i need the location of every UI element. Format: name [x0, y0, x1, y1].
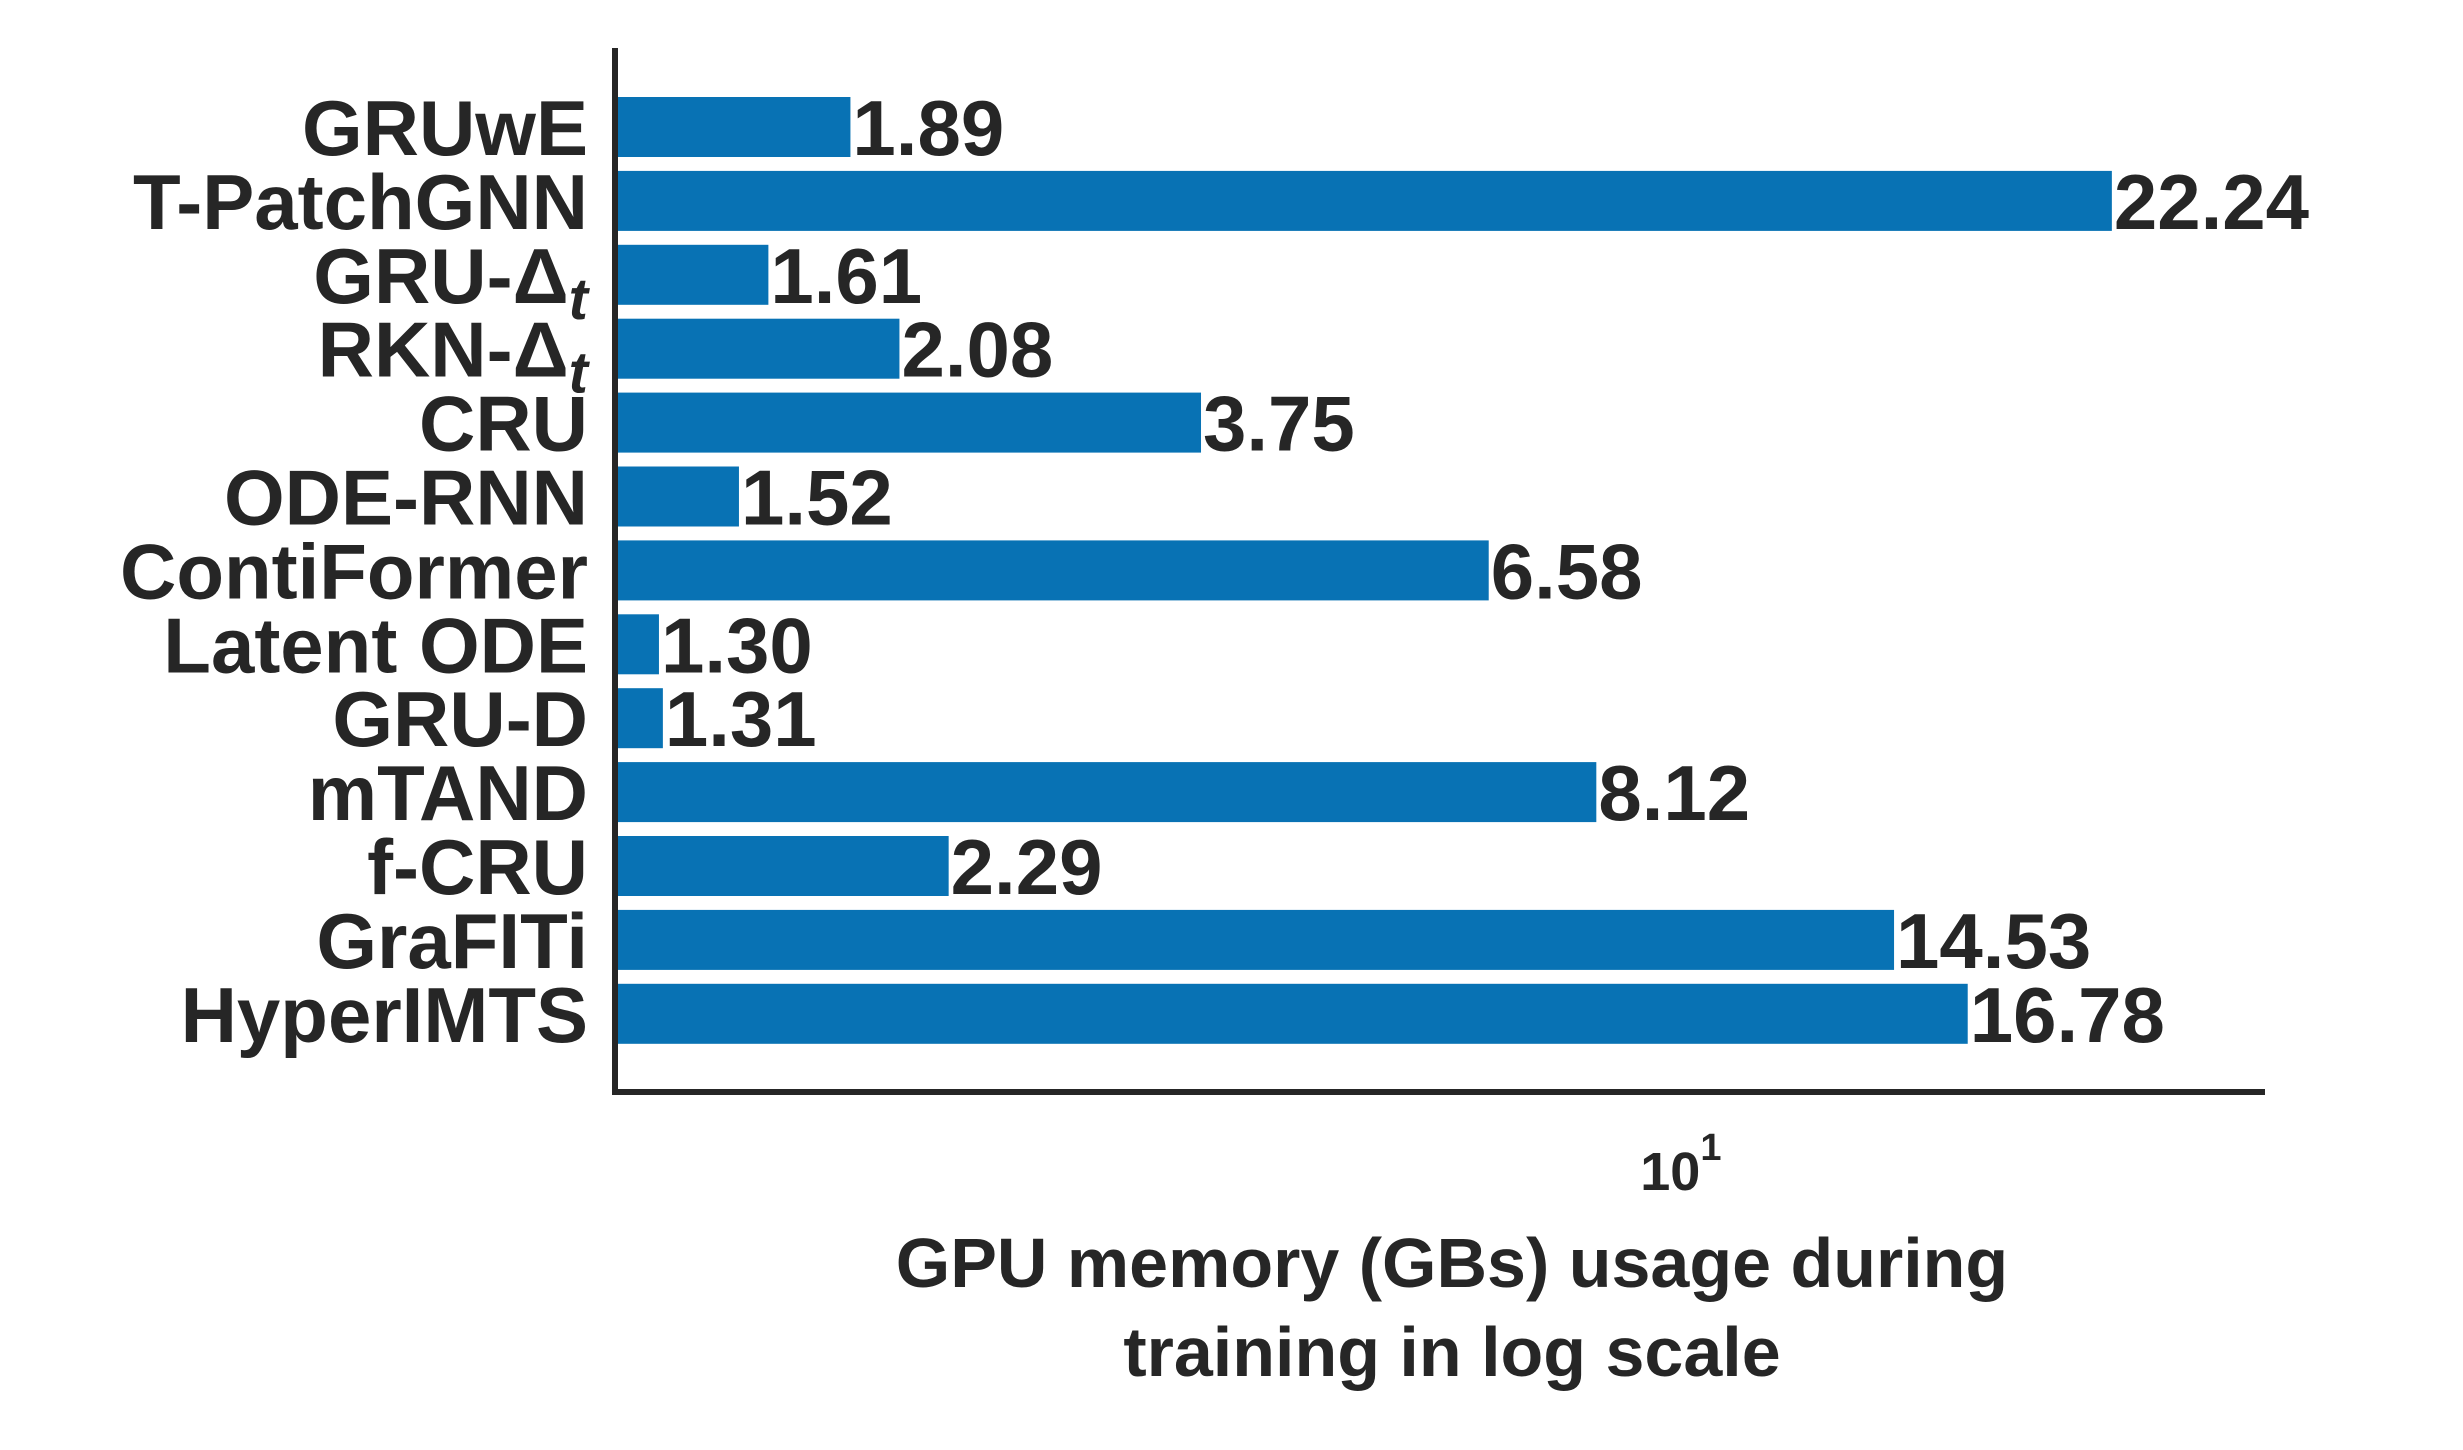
category-label-cru: CRU: [419, 380, 588, 468]
category-label-f-cru: f-CRU: [367, 823, 588, 911]
category-label-mtand: mTAND: [308, 749, 588, 837]
x-tick-label-0: 101: [1640, 1127, 1721, 1202]
category-label-latent-ode: Latent ODE: [163, 601, 588, 689]
category-label-ode-rnn: ODE-RNN: [224, 454, 588, 542]
value-labels: 1.89 22.24 1.612.08 3.75 1.52 6.58 1.301.31 8.1…: [661, 84, 2309, 1059]
x-axis-title-line-2: training in log scale: [1123, 1313, 1780, 1391]
bar-mtand: [618, 762, 1597, 823]
category-label-t-patchgnn: T-PatchGNN: [133, 158, 588, 246]
category-label-grafiti: GraFITi: [316, 897, 588, 985]
category-label-gru-d: GRU-D: [332, 675, 588, 763]
bar-gru-t: [618, 244, 769, 305]
value-label-gru-t: 1.61: [770, 232, 922, 320]
value-label-gru-d: 1.31: [665, 675, 817, 763]
category-label-gru-t: GRU-Δt: [313, 232, 590, 332]
value-label-gruwe: 1.89: [852, 84, 1004, 172]
bar-gru-d: [618, 688, 663, 749]
bar-f-cru: [618, 836, 949, 896]
bar-t-patchgnn: [618, 170, 2112, 231]
category-label-rkn-t: RKN-Δt: [318, 306, 591, 406]
category-label-hyperimts: HyperIMTS: [181, 971, 588, 1059]
bar-rkn-t: [618, 318, 900, 379]
category-labels: GRUwET-PatchGNNGRU-ΔtRKN-ΔtCRUODE-RNNCon…: [120, 84, 591, 1059]
value-label-contiformer: 6.58: [1491, 527, 1643, 615]
bar-gruwe: [618, 97, 851, 157]
category-label-gruwe: GRUwE: [302, 84, 588, 172]
category-label-contiformer: ContiFormer: [120, 527, 588, 615]
x-ticks: 101: [1640, 1127, 1721, 1202]
bar-ode-rnn: [618, 466, 739, 527]
axes: [612, 48, 2265, 1095]
x-axis-title-line-1: GPU memory (GBs) usage during: [896, 1224, 2008, 1302]
value-label-latent-ode: 1.30: [661, 601, 813, 689]
value-label-f-cru: 2.29: [951, 823, 1103, 911]
value-label-rkn-t: 2.08: [901, 306, 1053, 394]
value-label-t-patchgnn: 22.24: [2114, 158, 2309, 246]
bar-grafiti: [618, 909, 1895, 970]
value-label-ode-rnn: 1.52: [741, 454, 893, 542]
value-label-grafiti: 14.53: [1896, 897, 2091, 985]
bar-latent-ode: [618, 614, 659, 675]
value-label-cru: 3.75: [1203, 380, 1355, 468]
value-label-hyperimts: 16.78: [1970, 971, 2165, 1059]
bars-layer: [618, 97, 2112, 1044]
bar-contiformer: [618, 540, 1489, 601]
bar-hyperimts: [618, 983, 1968, 1044]
value-label-mtand: 8.12: [1598, 749, 1750, 837]
bar-cru: [618, 392, 1202, 453]
